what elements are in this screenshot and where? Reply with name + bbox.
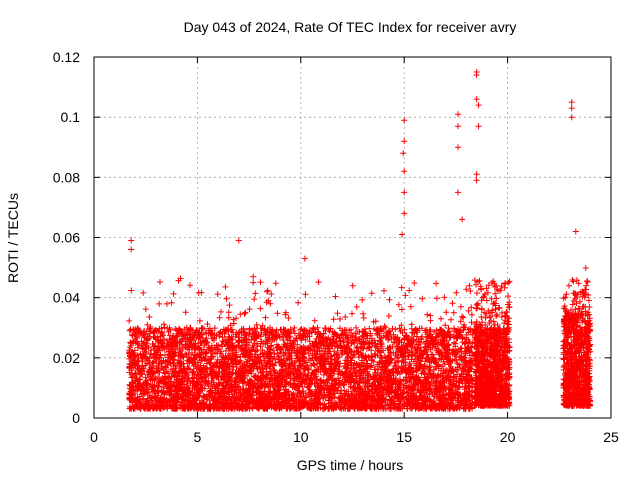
- roti-outlier-point: [455, 144, 461, 151]
- roti-outlier-point: [401, 189, 408, 196]
- roti-outlier-point: [401, 210, 408, 217]
- roti-outlier-point: [250, 273, 257, 280]
- y-tick-label: 0: [72, 410, 80, 426]
- roti-outlier-point: [473, 171, 480, 178]
- y-tick-label: 0.1: [61, 109, 81, 125]
- roti-outlier-point: [401, 138, 408, 145]
- roti-outlier-point: [250, 279, 257, 286]
- roti-outlier-point: [455, 123, 461, 130]
- y-tick-label: 0.02: [53, 350, 80, 366]
- roti-outlier-point: [572, 228, 579, 235]
- roti-outlier-point: [568, 114, 575, 121]
- roti-outlier-point: [473, 177, 480, 184]
- y-tick-label: 0.08: [53, 169, 80, 185]
- y-axis-title: ROTI / TECUs: [5, 193, 21, 283]
- ticks-layer: 0 5 10 15 20 25 0 0.02 0.04 0.06 0.08 0.1 0.12: [53, 49, 619, 445]
- y-tick-label: 0.06: [53, 230, 80, 246]
- roti-outlier-point: [475, 123, 482, 130]
- roti-outlier-point: [400, 150, 407, 157]
- roti-outlier-point: [473, 96, 480, 103]
- x-axis-title: GPS time / hours: [297, 457, 404, 473]
- roti-outlier-point: [401, 117, 408, 124]
- x-tick-label: 15: [396, 429, 412, 445]
- roti-outlier-point: [475, 102, 482, 109]
- y-tick-label: 0.04: [53, 290, 80, 306]
- roti-outlier-point: [399, 231, 406, 238]
- roti-outlier-point: [473, 72, 480, 78]
- roti-outlier-point: [568, 99, 575, 106]
- roti-outlier-point: [455, 111, 461, 118]
- x-tick-label: 0: [90, 429, 98, 445]
- roti-outlier-point: [459, 216, 466, 223]
- x-tick-label: 10: [293, 429, 309, 445]
- x-tick-label: 20: [500, 429, 516, 445]
- data-points-layer: [126, 69, 594, 412]
- roti-outlier-point: [128, 237, 135, 244]
- roti-outlier-point: [128, 246, 135, 253]
- x-tick-label: 5: [194, 429, 202, 445]
- roti-outlier-point: [568, 105, 575, 112]
- chart-title: Day 043 of 2024, Rate Of TEC Index for r…: [184, 19, 517, 35]
- roti-outlier-point: [235, 237, 242, 244]
- roti-outlier-point: [401, 168, 408, 175]
- roti-outlier-point: [455, 189, 461, 196]
- roti-outlier-point: [301, 255, 308, 262]
- roti-point-cloud: [126, 265, 594, 412]
- x-tick-label: 25: [603, 429, 619, 445]
- y-tick-label: 0.12: [53, 49, 80, 65]
